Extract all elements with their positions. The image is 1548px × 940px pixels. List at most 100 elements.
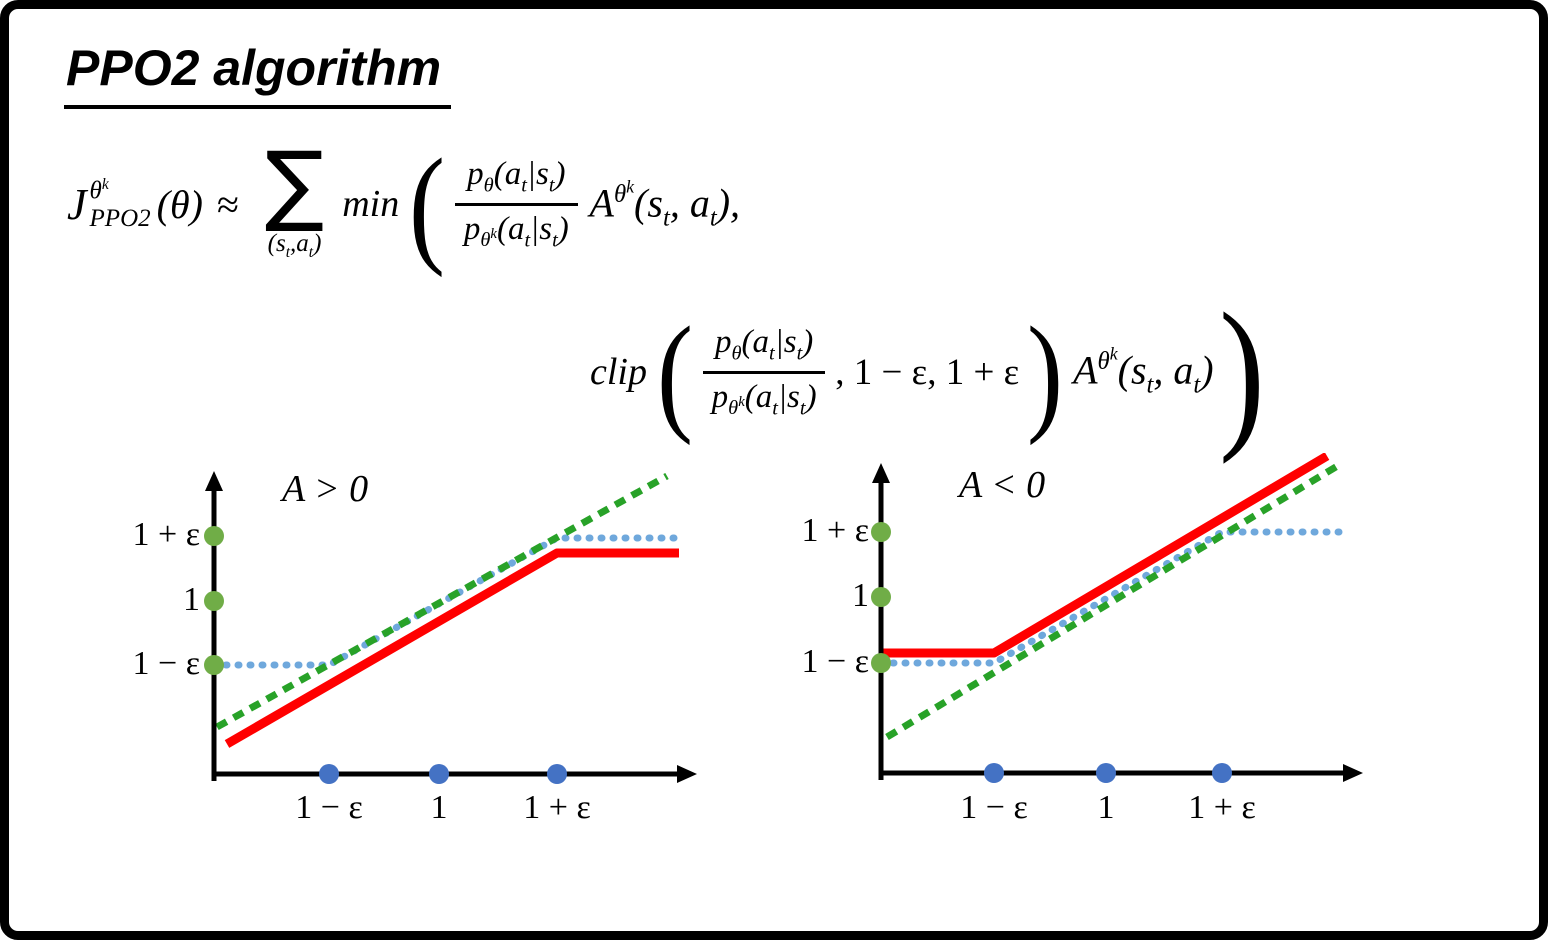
math-token: t <box>772 397 778 420</box>
min-function: min <box>342 183 400 226</box>
x-tick-label: 1 <box>1097 789 1115 826</box>
math-token: θ <box>731 342 742 365</box>
green-tick-dot <box>204 526 224 546</box>
blue-tick-dot <box>1212 763 1232 783</box>
math-token: |s <box>774 323 797 360</box>
blue-tick-dot <box>984 763 1004 783</box>
math-token: k <box>1109 344 1118 365</box>
green-tick-dot <box>871 522 891 542</box>
x-tick-label: 1 − ε <box>295 789 363 826</box>
clip-bounds: , 1 − ε, 1 + ε <box>835 351 1020 393</box>
math-token: ,a <box>290 229 309 257</box>
math-token: k <box>101 176 109 194</box>
y-tick-label: 1 + ε <box>801 512 869 549</box>
math-token: (a <box>744 378 773 415</box>
math-token: k <box>490 226 497 243</box>
identity-ratio-line <box>885 462 1341 740</box>
math-token: t <box>1193 371 1201 399</box>
math-token: t <box>1146 371 1154 399</box>
math-token: θ <box>613 180 627 208</box>
x-tick-label: 1 − ε <box>960 789 1028 826</box>
math-token: t <box>285 243 291 261</box>
chart-a-negative: A < 0 1 + ε 1 1 − ε 1 − ε 1 1 + ε <box>727 453 1392 877</box>
math-token: ) <box>802 323 814 360</box>
math-token: t <box>796 342 803 365</box>
big-open-paren: ( <box>656 298 693 446</box>
math-token: θ <box>1097 348 1110 376</box>
math-token: t <box>524 229 531 252</box>
y-tick-label: 1 <box>852 577 869 614</box>
math-token: ) <box>313 229 322 257</box>
math-token: ) <box>554 156 566 193</box>
page-title: PPO2 algorithm <box>64 39 452 109</box>
y-tick-label: 1 <box>183 581 200 618</box>
math-token: k <box>738 394 745 411</box>
math-token: p <box>463 210 481 247</box>
y-tick-label: 1 − ε <box>132 645 200 682</box>
clip-function: clip <box>590 351 647 393</box>
ppo2-objective-formula-line1: J θk PPO2 (θ) ≈ ∑ (st,at) min ( pθ(at|st… <box>67 132 741 270</box>
chart-a-positive-plot <box>204 471 697 784</box>
big-close-paren: ) <box>1027 298 1064 446</box>
math-token: , a <box>669 180 710 226</box>
advantage-term: Aθk(st, at), <box>590 177 741 233</box>
math-token: ) <box>557 210 569 247</box>
math-token: , <box>730 180 741 226</box>
math-token: A <box>589 180 614 226</box>
objective-line <box>224 548 679 748</box>
x-axis-arrow <box>1343 764 1363 782</box>
math-token: t <box>709 204 717 232</box>
giant-close-paren: ) <box>1218 279 1265 465</box>
approx-sign: ≈ <box>216 181 239 227</box>
math-token: A <box>1073 347 1098 393</box>
math-token: t <box>799 397 806 420</box>
math-token: ) <box>1200 347 1214 393</box>
j-superscript-subscript: θk PPO2 <box>89 176 151 231</box>
fraction-numerator: pθ(at|st) <box>702 323 826 374</box>
math-token: θ <box>728 397 739 420</box>
math-token: (a <box>493 156 522 193</box>
math-token: θk <box>480 226 497 252</box>
fraction-denominator: pθk(at|st) <box>712 374 817 421</box>
objective-line <box>881 453 1330 658</box>
chart-title: A > 0 <box>282 468 369 510</box>
x-tick-label: 1 <box>430 789 448 826</box>
ratio-fraction: pθ(at|st) pθk(at|st) <box>702 323 826 421</box>
math-token: (θ) <box>156 181 203 227</box>
green-tick-dot <box>871 587 891 607</box>
math-token: t <box>308 243 314 261</box>
math-token: |s <box>526 156 549 193</box>
blue-tick-dot <box>1096 763 1116 783</box>
ppo2-objective-formula-line2: clip ( pθ(at|st) pθk(at|st) , 1 − ε, 1 +… <box>584 279 1270 465</box>
math-token: θk <box>613 177 634 208</box>
math-token: (s <box>1117 347 1147 393</box>
summation-symbol: ∑ <box>264 132 325 235</box>
math-token: θk <box>728 394 745 420</box>
x-tick-label: 1 + ε <box>1188 789 1256 826</box>
chart-a-positive: A > 0 1 + ε 1 1 − ε 1 − ε 1 1 + ε <box>67 461 712 861</box>
blue-tick-dot <box>319 764 339 784</box>
math-token: p <box>467 156 484 193</box>
advantage-term: Aθk(st, at) <box>1073 344 1214 400</box>
math-token: t <box>521 174 527 197</box>
fraction-denominator: pθk(at|st) <box>464 206 569 253</box>
math-token: (s <box>267 229 286 257</box>
fraction-numerator: pθ(at|st) <box>455 156 578 206</box>
clipped-ratio-line <box>877 528 1343 667</box>
math-token: θ <box>480 229 491 252</box>
y-axis-arrow <box>205 471 223 491</box>
identity-ratio-line <box>215 472 669 731</box>
x-axis-arrow <box>677 765 697 783</box>
x-tick-label: 1 + ε <box>523 789 591 826</box>
math-token: ) <box>716 180 731 226</box>
math-token: t <box>662 204 670 232</box>
math-token: J <box>67 179 87 229</box>
math-token: p <box>714 323 732 360</box>
math-token: (a <box>741 323 770 360</box>
math-token: (a <box>496 210 525 247</box>
math-token: θ <box>89 177 102 205</box>
math-token: |s <box>777 378 800 415</box>
y-axis-arrow <box>872 463 890 483</box>
summation-subscript: (st,at) <box>268 230 322 262</box>
